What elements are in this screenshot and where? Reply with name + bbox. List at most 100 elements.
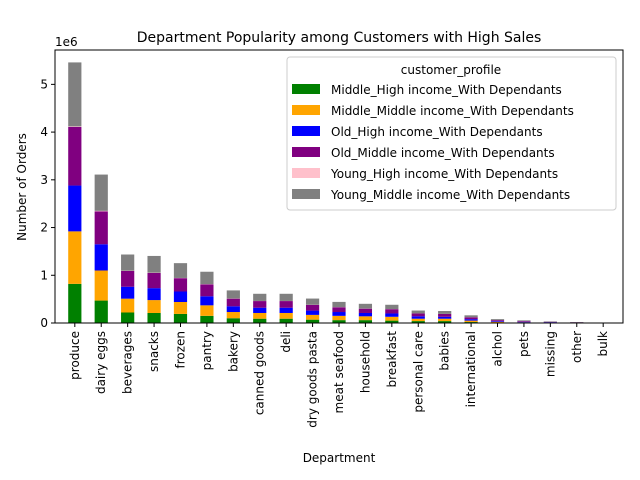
y-tick-label: 5 (40, 77, 48, 91)
bar-segment-snacks-s5 (147, 255, 161, 273)
chart-title: Department Popularity among Customers wi… (137, 30, 542, 46)
bar-segment-snacks-s1 (147, 300, 161, 313)
bar-segment-produce-s3 (68, 126, 82, 186)
bar-segment-deli-s3 (279, 301, 293, 308)
bar-segment-dry-goods-pasta-s2 (305, 310, 320, 315)
bar-segment-breakfast-s3 (385, 309, 399, 314)
bar-segment-meat-seafood-s0 (332, 320, 346, 323)
bar-segment-canned-goods-s1 (253, 312, 267, 319)
bar-segment-personal-care-s1 (411, 318, 425, 322)
bar-segment-alchol-s3 (490, 320, 505, 322)
legend-title: customer_profile (401, 63, 501, 77)
bar-segment-babies-s2 (438, 316, 452, 319)
bar-segment-dairy-eggs-s5 (94, 174, 108, 211)
bar-segment-alchol-s5 (490, 319, 505, 321)
y-tick-label: 2 (40, 221, 48, 235)
x-tick-label: dry goods pasta (306, 331, 320, 428)
y-tick-label: 3 (40, 173, 48, 187)
bar-segment-dry-goods-pasta-s1 (305, 314, 320, 320)
x-tick-label: pets (517, 331, 531, 357)
x-tick-label: breakfast (385, 331, 399, 388)
bar-segment-beverages-s1 (121, 298, 135, 313)
legend-label: Old_High income_With Dependants (331, 125, 543, 139)
bar-segment-pantry-s1 (200, 305, 214, 316)
bar-segment-breakfast-s1 (385, 316, 399, 321)
y-axis-label: Number of Orders (15, 133, 29, 241)
x-tick-label: dairy eggs (94, 331, 108, 394)
bar-segment-pantry-s3 (200, 284, 214, 297)
bar-segment-personal-care-s2 (411, 316, 425, 319)
bar-segment-bakery-s3 (226, 298, 240, 307)
bar-segment-canned-goods-s5 (253, 293, 267, 301)
bar-segment-deli-s2 (279, 307, 293, 313)
x-tick-label: pantry (200, 331, 214, 370)
bar-segment-deli-s0 (279, 318, 293, 323)
bar-segment-bakery-s1 (226, 312, 240, 319)
y-tick-label: 4 (40, 125, 48, 139)
bar-segment-deli-s1 (279, 312, 293, 319)
bar-segment-produce-s5 (68, 62, 82, 127)
bar-segment-beverages-s5 (121, 254, 135, 271)
bar-segment-household-s1 (358, 316, 373, 321)
bar-segment-international-s2 (464, 319, 478, 321)
bar-segment-dairy-eggs-s0 (94, 300, 108, 323)
bar-segment-dairy-eggs-s2 (94, 244, 108, 271)
bar-segment-international-s1 (464, 320, 478, 323)
bar-segment-beverages-s3 (121, 270, 135, 287)
bar-segment-household-s0 (358, 320, 373, 323)
bar-segment-household-s3 (358, 308, 373, 313)
x-tick-label: deli (279, 331, 293, 353)
legend-label: Young_High income_With Dependants (330, 167, 558, 181)
bar-segment-deli-s5 (279, 293, 293, 301)
x-tick-label: meat seafood (332, 331, 346, 413)
bar-segment-canned-goods-s0 (253, 318, 267, 323)
x-tick-label: babies (438, 331, 452, 371)
legend-swatch (292, 84, 320, 94)
bar-segment-pantry-s2 (200, 296, 214, 306)
bar-segment-beverages-s0 (121, 312, 135, 323)
bar-segment-produce-s0 (68, 283, 82, 323)
bar-segment-snacks-s2 (147, 288, 161, 301)
y-tick-label: 1 (40, 268, 48, 282)
bar-segment-frozen-s1 (173, 302, 188, 314)
bar-segment-canned-goods-s3 (253, 301, 267, 308)
bar-segment-beverages-s2 (121, 286, 135, 299)
bar-segment-meat-seafood-s5 (332, 301, 346, 308)
x-tick-label: other (570, 331, 584, 363)
bar-segment-produce-s1 (68, 231, 82, 284)
legend-swatch (292, 189, 320, 199)
bar-segment-babies-s5 (438, 311, 452, 314)
x-tick-label: international (464, 331, 478, 407)
bar-segment-international-s3 (464, 317, 478, 320)
legend-swatch (292, 147, 320, 157)
bar-segment-dry-goods-pasta-s3 (305, 304, 320, 311)
y-tick-label: 0 (40, 316, 48, 330)
bar-segment-alchol-s1 (490, 321, 505, 323)
bar-segment-snacks-s3 (147, 272, 161, 289)
bar-segment-alchol-s2 (490, 321, 505, 322)
x-tick-label: household (358, 331, 372, 393)
bar-segment-meat-seafood-s1 (332, 315, 346, 321)
x-tick-label: bulk (596, 331, 610, 357)
bar-segment-pantry-s5 (200, 271, 214, 285)
bar-segment-pets-s3 (517, 321, 531, 322)
legend-label: Middle_High income_With Dependants (331, 83, 562, 97)
x-tick-label: alchol (491, 331, 505, 367)
x-tick-label: personal care (411, 331, 425, 413)
x-tick-label: missing (543, 331, 557, 377)
bar-segment-frozen-s0 (173, 313, 188, 323)
bar-segment-bakery-s2 (226, 306, 240, 313)
bars-layer (68, 62, 610, 323)
x-tick-label: bakery (226, 331, 240, 372)
bar-segment-dry-goods-pasta-s0 (305, 319, 320, 323)
bar-segment-household-s2 (358, 312, 373, 317)
bar-segment-babies-s1 (438, 318, 452, 322)
bar-segment-bakery-s0 (226, 318, 240, 323)
bar-segment-produce-s2 (68, 185, 82, 232)
legend-swatch (292, 105, 320, 115)
bar-segment-breakfast-s2 (385, 313, 399, 317)
legend-swatch (292, 126, 320, 136)
legend: customer_profile Middle_High income_With… (286, 56, 617, 211)
bar-segment-household-s5 (358, 303, 373, 309)
